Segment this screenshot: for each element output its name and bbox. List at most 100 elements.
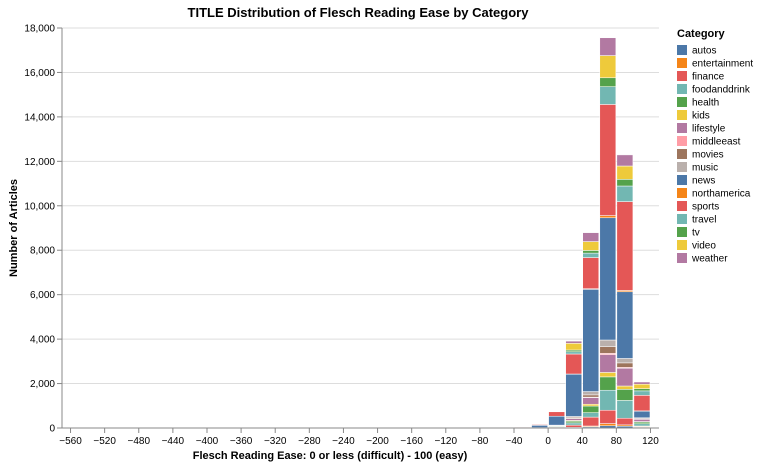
bar-segment-travel [616,185,634,202]
bar-segment-travel [565,351,582,355]
bar-segment-finance [616,417,634,426]
legend-swatch-sports [677,201,687,211]
bar-segment-foodanddrink [599,389,617,411]
axes [61,28,659,429]
y-axis-ticks: 0 2,000 4,000 6,000 8,000 10,000 12,000 14,000 1… [24,24,62,435]
bar-segment-health [633,421,651,425]
bar-segment-news [531,425,548,428]
bar-segment-video [599,55,617,79]
legend-label-news: news [692,176,715,187]
bar-segment-health [582,405,600,413]
legend-swatch-weather [677,253,687,263]
bar-segment-travel [599,86,617,105]
legend-label-movies: movies [692,150,724,161]
x-tick-label: 120 [642,436,659,447]
bar-segment-finance [565,424,582,428]
bar-segment-news [582,289,600,392]
bar-segment-weather [582,232,600,242]
legend-title: Category [677,28,726,40]
legend-label-music: music [692,163,718,174]
y-tick-label: 10,000 [24,201,55,212]
legend-swatch-northamerica [677,188,687,198]
bar-segment-news [616,291,634,359]
bar-segment-finance [599,409,617,424]
bar-segment-foodanddrink [565,422,582,426]
x-axis-title: Flesch Reading Ease: 0 or less (difficul… [193,450,468,462]
bar-segment-lifestyle [599,354,617,373]
bar-segment-sports [582,257,600,289]
bar-segment-lifestyle [633,419,651,422]
bar-segment-tv [599,77,617,87]
bars [514,37,651,429]
bar-segment-health [599,376,617,391]
y-tick-label: 16,000 [24,68,55,79]
bar-segment-weather [565,340,582,344]
y-tick-label: 6,000 [30,290,55,301]
x-tick-label: −320 [264,436,287,447]
legend-label-travel: travel [692,215,716,226]
x-tick-label: −560 [59,436,82,447]
legend-label-lifestyle: lifestyle [692,124,726,135]
y-tick-label: 8,000 [30,246,55,257]
legend-swatch-kids [677,110,687,120]
legend-swatch-lifestyle [677,123,687,133]
bar-segment-foodanddrink [633,423,651,427]
bar-segment-music [599,339,617,347]
bar-segment-health [565,420,582,424]
bar-segment-tv [633,388,651,392]
x-axis-ticks: −560 −520 −480 −440 −400 −360 −320 −280 −240 −200… [59,428,659,447]
bar-segment-news [599,217,617,341]
legend-swatch-video [677,240,687,250]
bar-segment-foodanddrink [582,412,600,418]
x-tick-label: −480 [127,436,150,447]
legend-label-middleeast: middleeast [692,137,741,148]
legend-swatch-news [677,175,687,185]
legend-label-video: video [692,241,716,252]
bar-segment-sports [616,201,634,291]
y-tick-label: 18,000 [24,24,55,35]
bar-segment-movies [582,394,600,398]
bar-segment-news [565,373,582,417]
bar-segment-video [633,383,651,389]
legend-swatch-travel [677,214,687,224]
legend-swatch-entertainment [677,58,687,68]
legend-label-finance: finance [692,72,725,83]
bar-segment-kids [599,372,617,378]
bar-segment-weather [599,37,617,56]
legend-label-weather: weather [691,254,728,265]
x-tick-label: −360 [230,436,253,447]
x-tick-label: −440 [162,436,185,447]
bar-segment-sports [565,353,582,375]
bar-segment-video [565,343,582,351]
bar-segment-video [582,241,600,251]
bar-segment-sports [633,395,651,412]
x-tick-label: 40 [577,436,589,447]
x-tick-label: −160 [400,436,423,447]
y-tick-label: 4,000 [30,335,55,346]
bar-segment-travel [582,252,600,258]
bar-segment-video [616,165,634,180]
x-tick-label: −40 [506,436,523,447]
x-tick-label: −400 [196,436,219,447]
legend: Category autos entertainment finance foodan… [677,28,753,265]
bar-segment-weather [633,381,651,385]
legend-swatch-health [677,97,687,107]
legend-swatch-middleeast [677,136,687,146]
legend-label-tv: tv [692,228,700,239]
y-tick-label: 0 [49,424,55,435]
bar-segment-entertainment [599,423,617,427]
legend-swatch-finance [677,71,687,81]
x-tick-label: 0 [545,436,551,447]
bar-segment-music [582,391,600,396]
legend-swatch-tv [677,227,687,237]
legend-swatch-autos [677,45,687,55]
x-tick-label: 80 [611,436,623,447]
bar-segment-news [548,415,565,426]
bar-segment-travel [633,390,651,396]
bar-segment-lifestyle [582,397,600,405]
bar-segment-health [616,389,634,401]
x-tick-label: −120 [435,436,458,447]
y-tick-label: 12,000 [24,157,55,168]
legend-label-health: health [692,98,719,109]
